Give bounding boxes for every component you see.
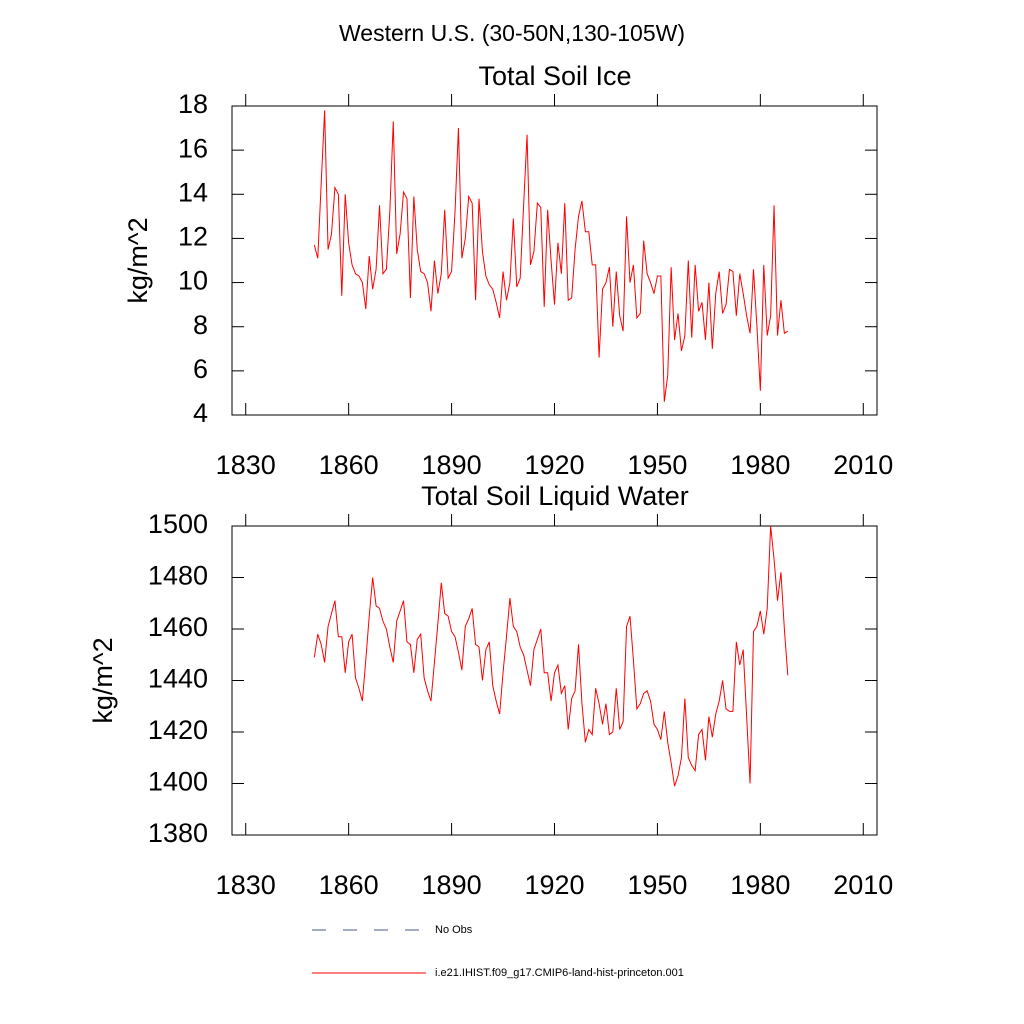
y-axis-label: kg/m^2	[88, 637, 118, 723]
y-tick-label: 14	[178, 177, 208, 207]
y-tick-label: 1480	[148, 561, 208, 591]
y-tick-label: 1420	[148, 715, 208, 745]
x-tick-label: 1980	[730, 450, 790, 480]
super-title: Western U.S. (30-50N,130-105W)	[339, 20, 685, 46]
y-tick-label: 12	[178, 222, 208, 252]
chart-title: Total Soil Ice	[478, 61, 631, 91]
y-tick-label: 1500	[148, 509, 208, 539]
y-axis-label: kg/m^2	[123, 217, 153, 303]
legend-label: No Obs	[435, 924, 473, 936]
data-line	[313, 525, 789, 787]
x-tick-label: 1950	[627, 870, 687, 900]
x-tick-label: 1920	[524, 450, 584, 480]
x-tick-label: 1950	[627, 450, 687, 480]
x-tick-label: 1860	[319, 870, 379, 900]
y-tick-label: 1380	[148, 818, 208, 848]
x-tick-label: 1920	[524, 870, 584, 900]
y-tick-label: 10	[178, 266, 208, 296]
x-tick-label: 1890	[422, 870, 482, 900]
x-tick-label: 1830	[216, 450, 276, 480]
y-tick-label: 6	[193, 354, 208, 384]
x-tick-label: 2010	[833, 870, 893, 900]
y-tick-label: 4	[193, 398, 208, 428]
x-tick-label: 1860	[319, 450, 379, 480]
plot-frame	[231, 525, 878, 836]
y-tick-label: 8	[193, 310, 208, 340]
x-tick-label: 1890	[422, 450, 482, 480]
y-tick-label: 18	[178, 89, 208, 119]
y-tick-label: 16	[178, 133, 208, 163]
data-line	[313, 110, 789, 402]
plot-frame	[231, 105, 878, 416]
legend-label: i.e21.IHIST.f09_g17.CMIP6-land-hist-prin…	[435, 967, 684, 979]
x-tick-label: 1980	[730, 870, 790, 900]
y-tick-label: 1440	[148, 664, 208, 694]
y-tick-label: 1460	[148, 612, 208, 642]
x-tick-label: 2010	[833, 450, 893, 480]
x-tick-label: 1830	[216, 870, 276, 900]
y-tick-label: 1400	[148, 767, 208, 797]
chart-title: Total Soil Liquid Water	[421, 481, 689, 511]
